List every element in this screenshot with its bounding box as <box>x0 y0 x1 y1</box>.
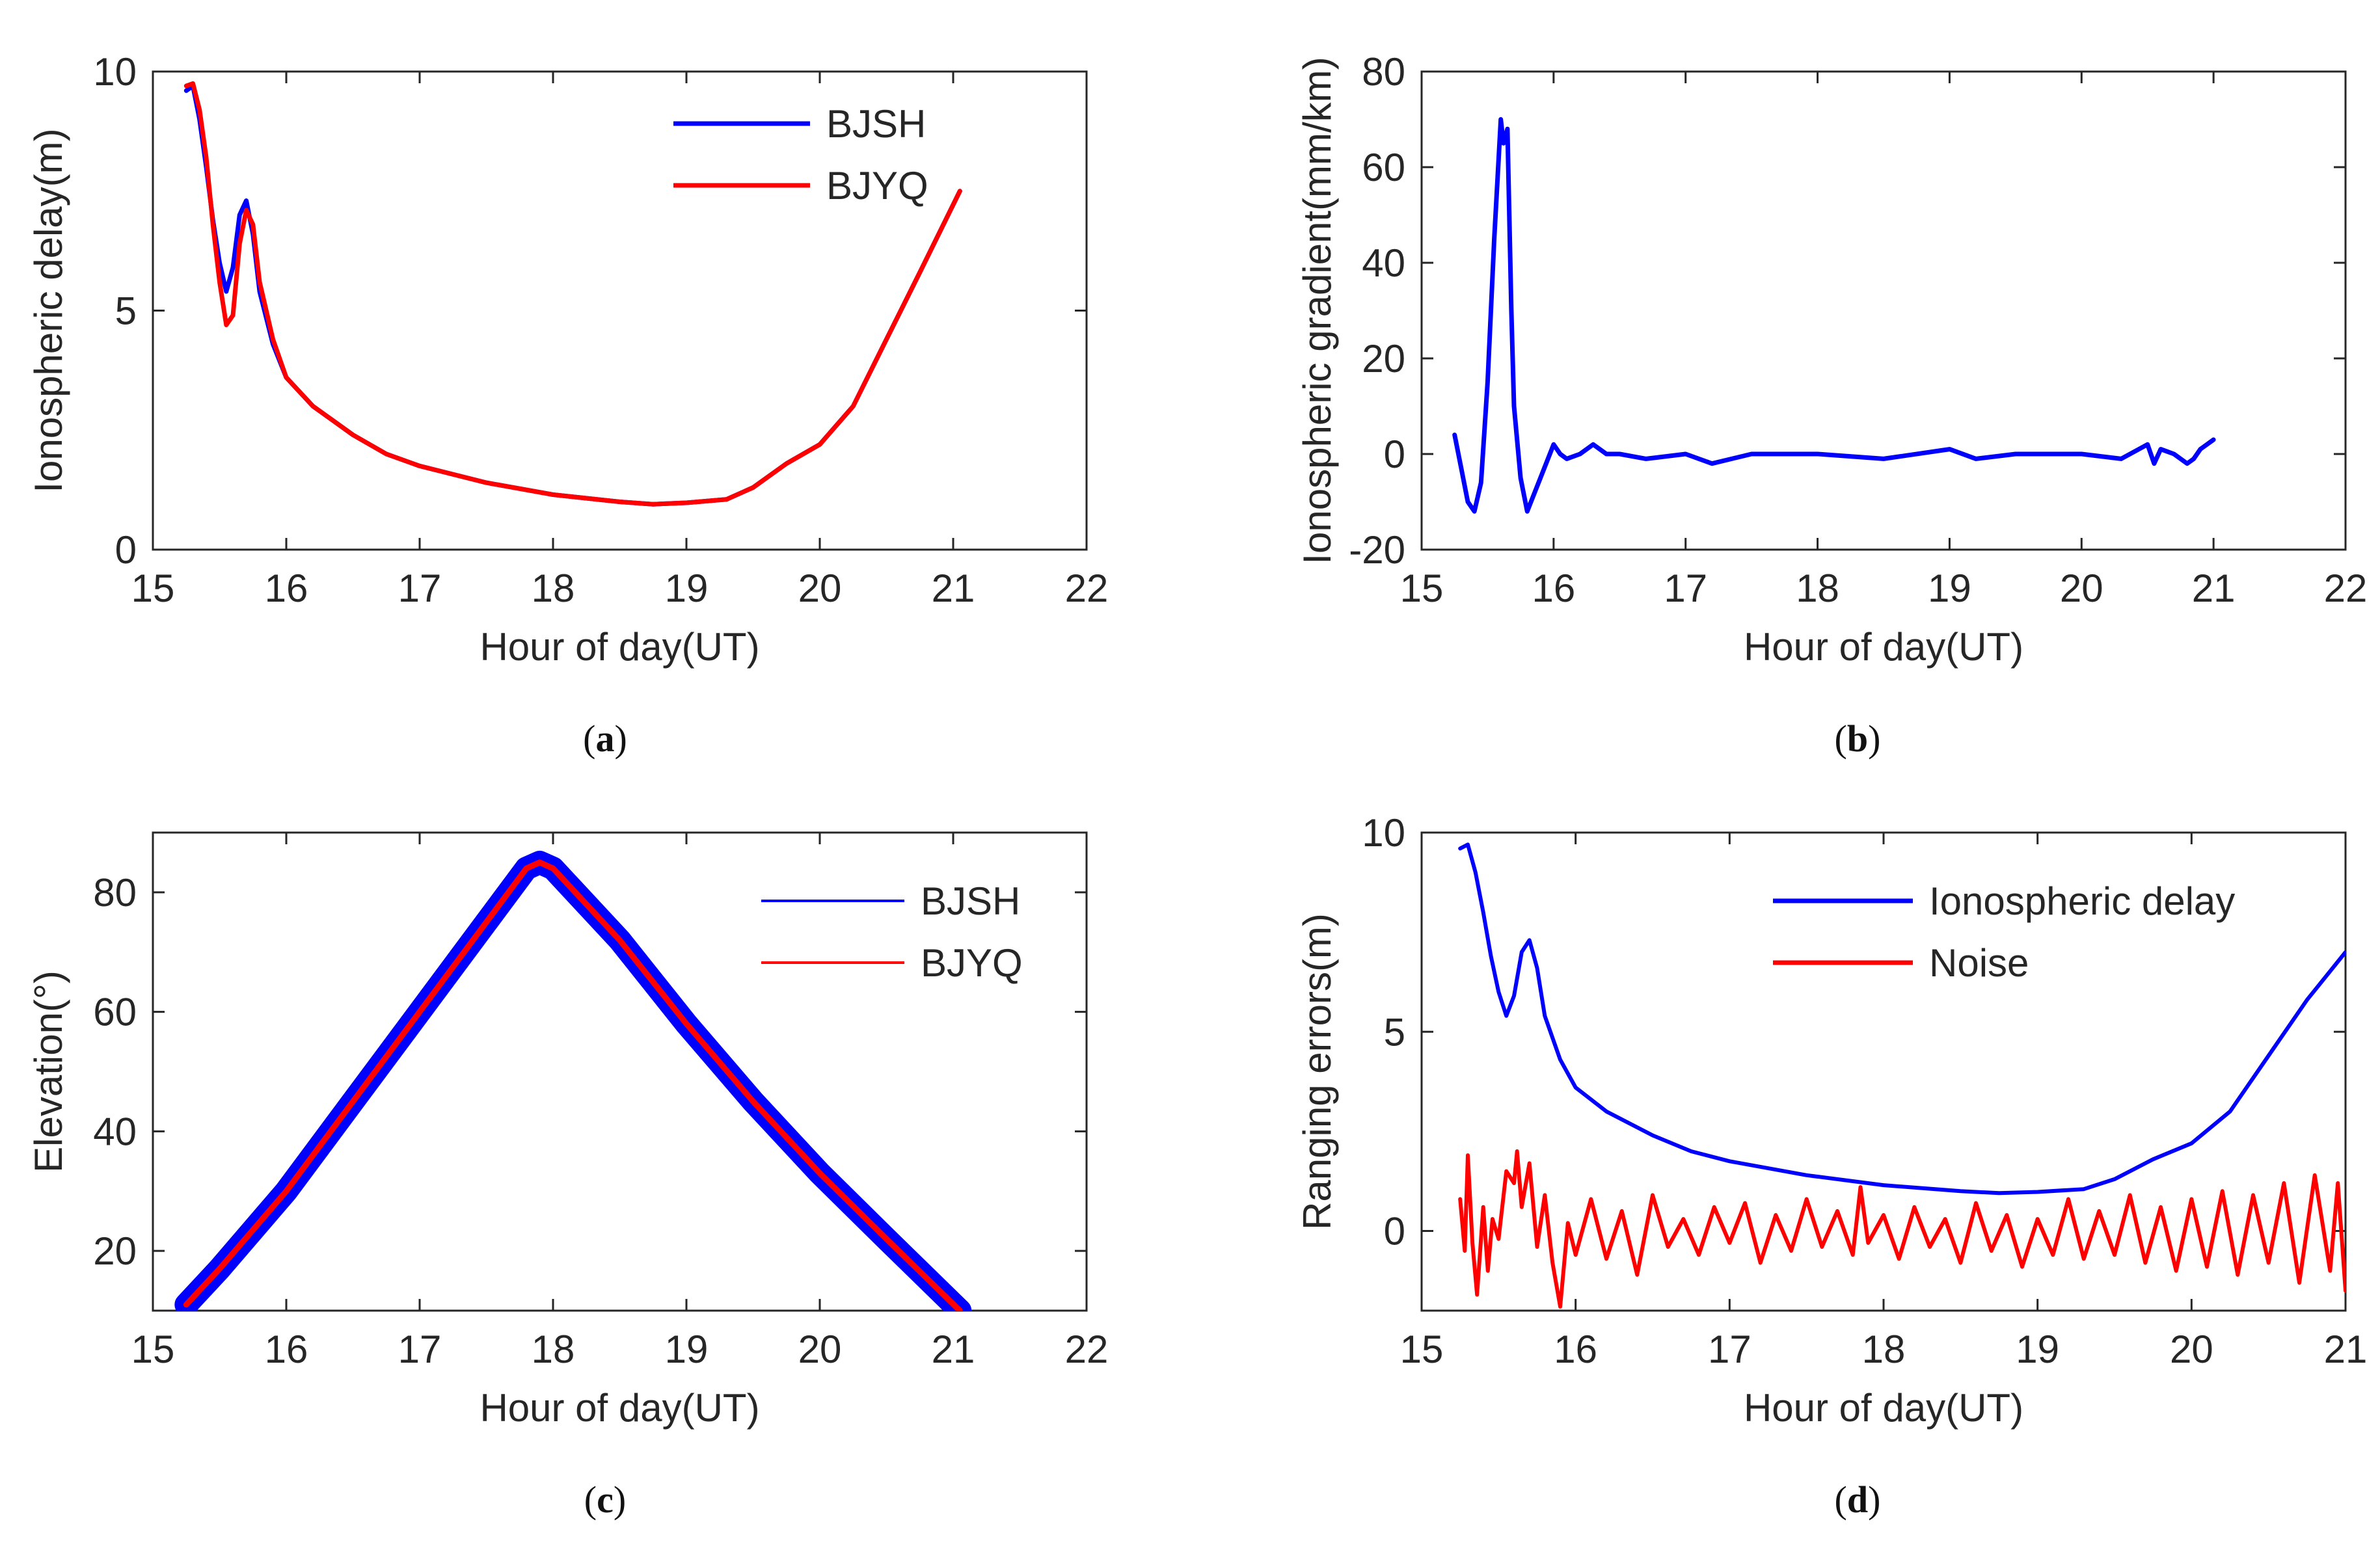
x-tick-label: 15 <box>131 567 175 610</box>
series-line-noise <box>1458 1149 2346 1309</box>
x-tick-label: 19 <box>665 1328 709 1371</box>
x-tick-label: 22 <box>1065 567 1109 610</box>
series-line-bjsh <box>183 83 962 507</box>
legend-entry-label: BJSH <box>826 102 926 146</box>
chart-panel-b: 15 16 17 18 19 20 21 22 -20 0 20 40 60 80 Hour of day(… <box>1295 50 2367 760</box>
x-tick-label: 18 <box>532 1328 575 1371</box>
x-tick-label: 19 <box>2016 1328 2059 1371</box>
y-tick-label: 20 <box>1362 337 1405 381</box>
x-tick-label: 21 <box>2324 1328 2368 1371</box>
legend-entry-label: BJYQ <box>826 164 928 207</box>
legend-c: BJSH BJYQ <box>761 879 1023 985</box>
series-line-gradient <box>1452 117 2216 514</box>
y-tick-label: 0 <box>1384 433 1405 476</box>
legend-a: BJSH BJYQ <box>673 102 928 207</box>
x-tick-label: 16 <box>1554 1328 1597 1371</box>
y-tick-label: 80 <box>93 871 137 915</box>
legend-entry-label: BJYQ <box>921 941 1023 985</box>
y-tick-label: 40 <box>93 1110 137 1153</box>
y-tick-label: 5 <box>1384 1010 1405 1054</box>
legend-entry-label: BJSH <box>921 879 1020 923</box>
series-line-bjsh <box>174 850 972 1311</box>
panel-caption-b: (b) <box>1835 717 1881 760</box>
x-axis-label: Hour of day(UT) <box>1744 1386 2023 1430</box>
y-tick-label: 80 <box>1362 50 1405 94</box>
y-tick-label: 0 <box>115 528 137 572</box>
panel-caption-a: (a) <box>583 717 627 760</box>
x-tick-label: 18 <box>1862 1328 1906 1371</box>
series-group-d <box>1458 842 2346 1309</box>
y-axis-label: Ionospheric gradient(mm/km) <box>1295 57 1339 564</box>
y-axis-label: Ranging errors(m) <box>1295 913 1339 1230</box>
series-group-c <box>174 850 972 1311</box>
x-tick-label: 22 <box>1065 1328 1109 1371</box>
x-axis-label: Hour of day(UT) <box>480 1386 759 1430</box>
y-tick-label: 0 <box>1384 1210 1405 1253</box>
x-tick-label: 17 <box>1708 1328 1751 1371</box>
x-tick-label: 19 <box>1928 567 1971 610</box>
y-tick-label: 60 <box>1362 146 1405 189</box>
chart-panel-d: 15 16 17 18 19 20 21 0 5 10 Hour of day(UT) Ranging… <box>1295 811 2367 1521</box>
y-tick-label: 60 <box>93 991 137 1034</box>
series-line-bjyq <box>183 81 962 507</box>
x-tick-label: 21 <box>2192 567 2236 610</box>
x-tick-label: 16 <box>1532 567 1575 610</box>
x-tick-label: 18 <box>1796 567 1839 610</box>
x-tick-label: 15 <box>1400 1328 1444 1371</box>
x-tick-label: 17 <box>398 567 442 610</box>
y-tick-label: -20 <box>1349 528 1405 572</box>
x-tick-label: 20 <box>2170 1328 2213 1371</box>
plot-frame-b <box>1420 70 2347 551</box>
x-tick-label: 20 <box>798 567 842 610</box>
plot-frame-c <box>152 831 1088 1312</box>
x-tick-label: 20 <box>2060 567 2103 610</box>
plot-frame-a <box>152 70 1088 551</box>
x-tick-label: 20 <box>798 1328 842 1371</box>
x-tick-label: 15 <box>1400 567 1444 610</box>
y-axis-label: Ionospheric delay(m) <box>27 128 70 492</box>
x-tick-label: 17 <box>1664 567 1707 610</box>
legend-entry-label: Noise <box>1929 941 2029 985</box>
series-line-ionospheric-delay <box>1458 842 2346 1196</box>
y-tick-label: 40 <box>1362 241 1405 285</box>
legend-entry-label: Ionospheric delay <box>1929 879 2235 923</box>
x-tick-label: 16 <box>265 567 308 610</box>
x-tick-label: 19 <box>665 567 709 610</box>
series-group-a <box>183 81 962 507</box>
x-tick-label: 22 <box>2324 567 2368 610</box>
chart-panel-c: 15 16 17 18 19 20 21 22 20 40 60 80 Hour of day(UT) E… <box>27 831 1109 1521</box>
legend-d: Ionospheric delay Noise <box>1773 879 2235 985</box>
x-axis-label: Hour of day(UT) <box>480 625 759 669</box>
y-tick-label: 10 <box>93 50 137 94</box>
x-tick-label: 21 <box>932 1328 975 1371</box>
series-group-b <box>1452 117 2216 514</box>
series-line-bjyq <box>183 859 963 1311</box>
y-tick-label: 10 <box>1362 811 1405 855</box>
x-tick-label: 18 <box>532 567 575 610</box>
y-tick-label: 5 <box>115 289 137 333</box>
x-tick-label: 21 <box>932 567 975 610</box>
x-tick-label: 17 <box>398 1328 442 1371</box>
chart-panel-a: 15 16 17 18 19 20 21 22 0 5 10 Hour of day(UT) Ionos… <box>27 50 1108 760</box>
panel-caption-d: (d) <box>1835 1478 1881 1521</box>
y-tick-label: 20 <box>93 1229 137 1273</box>
x-axis-label: Hour of day(UT) <box>1744 625 2023 669</box>
x-tick-label: 15 <box>131 1328 175 1371</box>
panel-caption-c: (c) <box>584 1478 626 1521</box>
x-tick-label: 16 <box>265 1328 308 1371</box>
y-axis-label: Elevation(°) <box>27 970 70 1173</box>
